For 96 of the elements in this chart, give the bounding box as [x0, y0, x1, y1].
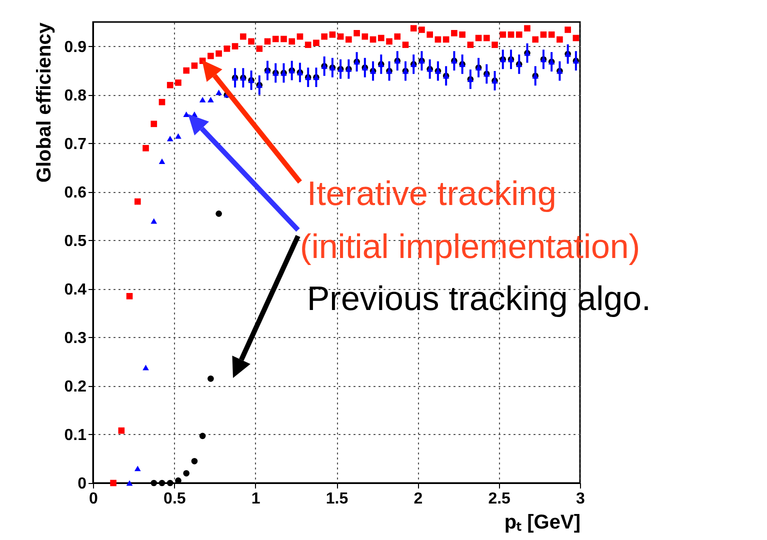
point — [362, 33, 368, 40]
x-tick-label: 2 — [414, 490, 423, 508]
point — [386, 38, 392, 45]
point — [158, 158, 166, 164]
annotation: Iterative tracking — [307, 175, 556, 213]
point — [208, 376, 214, 382]
point — [216, 90, 222, 96]
point — [199, 96, 206, 102]
point — [556, 36, 563, 43]
point — [402, 42, 409, 48]
point — [524, 25, 530, 32]
point — [175, 133, 182, 139]
point — [216, 50, 222, 57]
x-tick-label: 2.5 — [488, 490, 511, 508]
point — [459, 31, 466, 38]
point — [378, 34, 384, 42]
point — [134, 198, 141, 205]
point — [540, 31, 547, 38]
point — [370, 36, 376, 43]
point — [280, 36, 287, 42]
point — [175, 79, 182, 86]
point — [516, 31, 522, 38]
y-tick-label: 0.1 — [64, 426, 87, 444]
y-tick-label: 0.3 — [64, 330, 87, 347]
point — [467, 42, 474, 48]
point — [313, 40, 320, 46]
point — [354, 30, 360, 36]
point — [208, 96, 214, 102]
point — [451, 30, 458, 36]
x-tick-label: 3 — [576, 490, 586, 508]
y-tick-label: 0.7 — [64, 136, 87, 153]
point — [442, 36, 450, 43]
y-tick-label: 0.8 — [64, 87, 87, 104]
y-axis-title: Global efficiency — [33, 22, 56, 183]
y-tick-label: 0.6 — [64, 184, 87, 202]
x-tick-label: 0.5 — [164, 490, 186, 508]
y-tick-label: 0.5 — [64, 232, 87, 250]
point — [208, 52, 214, 60]
point — [224, 46, 230, 52]
point — [288, 38, 296, 45]
point — [321, 33, 328, 40]
point — [216, 210, 222, 217]
point — [166, 136, 174, 142]
point — [483, 34, 490, 42]
point — [346, 36, 352, 43]
x-tick-label: 1 — [251, 490, 260, 508]
point — [264, 38, 271, 45]
point — [248, 38, 254, 45]
y-tick-label: 0.2 — [64, 378, 87, 396]
point — [183, 67, 190, 74]
point — [532, 36, 539, 43]
x-tick-label: 0 — [89, 490, 98, 508]
point — [150, 120, 158, 128]
point — [296, 33, 304, 40]
point — [166, 480, 174, 486]
point — [240, 33, 246, 40]
point — [118, 427, 125, 434]
point — [475, 34, 482, 42]
point — [134, 466, 141, 472]
point — [142, 364, 149, 370]
y-tick-label: 0.9 — [64, 38, 87, 56]
point — [142, 145, 149, 152]
point — [191, 458, 198, 464]
y-tick-label: 0 — [78, 476, 87, 492]
point — [329, 31, 336, 38]
point — [126, 293, 133, 300]
point — [572, 34, 580, 42]
point — [110, 480, 116, 486]
x-axis-title: pₜ [GeV] — [504, 512, 580, 534]
point — [158, 98, 166, 106]
point — [564, 26, 571, 33]
point — [166, 82, 174, 88]
point — [304, 42, 312, 48]
point — [158, 480, 166, 486]
point — [394, 33, 401, 40]
point — [256, 46, 263, 52]
point — [410, 25, 417, 32]
point — [126, 480, 133, 486]
point — [508, 31, 514, 38]
point — [191, 62, 198, 69]
point — [150, 480, 158, 486]
point — [434, 36, 442, 43]
point — [272, 36, 279, 42]
point — [183, 111, 190, 117]
point — [418, 26, 425, 33]
point — [426, 31, 434, 38]
point — [150, 218, 158, 224]
point — [548, 31, 555, 38]
point — [500, 31, 506, 38]
point — [183, 470, 190, 476]
point — [232, 43, 238, 50]
point — [492, 42, 498, 48]
point — [199, 432, 206, 440]
point — [337, 33, 344, 40]
x-tick-label: 1.5 — [326, 490, 348, 508]
y-tick-label: 0.4 — [64, 281, 87, 298]
